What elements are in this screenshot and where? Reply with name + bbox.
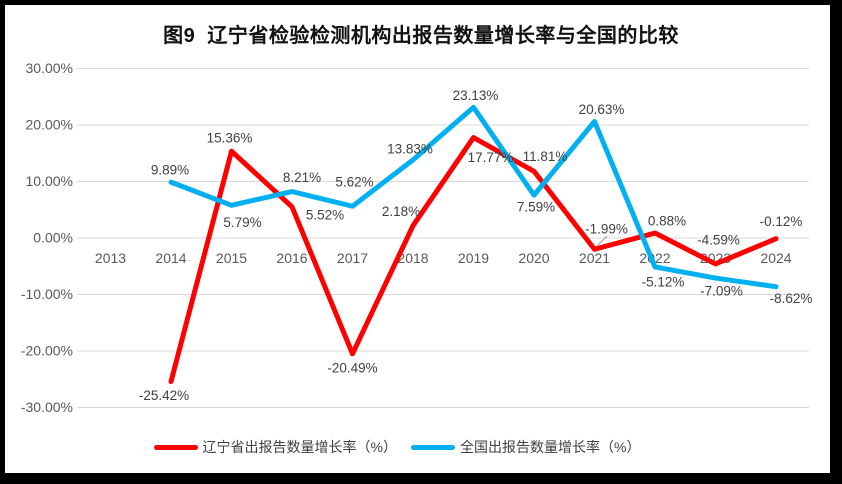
data-label: -5.12% bbox=[642, 274, 685, 289]
data-label: 2.18% bbox=[382, 204, 420, 219]
data-label: -20.49% bbox=[327, 360, 377, 375]
chart-legend: 辽宁省出报告数量增长率（%） 全国出报告数量增长率（%） bbox=[0, 437, 818, 457]
data-label: 7.59% bbox=[517, 200, 555, 215]
y-axis-tick-label: -10.00% bbox=[21, 286, 73, 302]
legend-item-liaoning: 辽宁省出报告数量增长率（%） bbox=[153, 437, 397, 457]
x-axis-tick-label: 2017 bbox=[337, 250, 368, 266]
data-label: 23.13% bbox=[453, 88, 499, 103]
data-label-leader-line bbox=[596, 235, 608, 247]
data-label: -25.42% bbox=[139, 388, 189, 403]
data-label: 11.81% bbox=[523, 149, 568, 164]
data-label: 5.52% bbox=[306, 207, 344, 222]
x-axis-tick-label: 2013 bbox=[95, 250, 126, 266]
data-label: -7.09% bbox=[700, 284, 743, 299]
chart-title: 图9 辽宁省检验检测机构出报告数量增长率与全国的比较 bbox=[163, 25, 679, 47]
y-axis-tick-label: 20.00% bbox=[26, 117, 73, 133]
x-axis-tick-label: 2018 bbox=[397, 250, 428, 266]
data-label: -4.59% bbox=[697, 232, 740, 247]
x-axis-tick-label: 2015 bbox=[216, 250, 247, 266]
data-label: 17.77% bbox=[468, 150, 514, 165]
x-axis-tick-label: 2014 bbox=[155, 250, 186, 266]
legend-label-liaoning: 辽宁省出报告数量增长率（%） bbox=[202, 439, 397, 455]
frame-border-top bbox=[0, 0, 842, 5]
data-label: -8.62% bbox=[770, 291, 813, 306]
series-line-0 bbox=[168, 135, 779, 385]
y-axis-tick-label: 30.00% bbox=[26, 60, 73, 76]
y-axis-tick-label: 0.00% bbox=[33, 230, 73, 246]
y-axis-tick-label: 10.00% bbox=[26, 173, 73, 189]
national-line-swatch-icon bbox=[411, 444, 455, 450]
legend-label-national: 全国出报告数量增长率（%） bbox=[460, 439, 641, 455]
data-label: 8.21% bbox=[283, 170, 321, 185]
data-label: 9.89% bbox=[151, 163, 189, 178]
data-label: 13.83% bbox=[387, 141, 433, 156]
data-label: 5.79% bbox=[223, 215, 261, 230]
x-axis-tick-label: 2020 bbox=[518, 250, 549, 266]
x-axis-tick-label: 2019 bbox=[458, 250, 489, 266]
frame-border-right bbox=[830, 0, 842, 484]
series-line-1 bbox=[168, 104, 779, 290]
data-label: 0.88% bbox=[648, 214, 686, 229]
x-axis-tick-label: 2021 bbox=[579, 250, 610, 266]
frame-border-left bbox=[0, 0, 5, 484]
data-label: 5.62% bbox=[335, 175, 373, 190]
legend-item-national: 全国出报告数量增长率（%） bbox=[411, 437, 640, 457]
data-label: -0.12% bbox=[760, 214, 803, 229]
liaoning-line-swatch-icon bbox=[153, 444, 198, 450]
data-label: 20.63% bbox=[579, 102, 625, 117]
y-axis-tick-label: -20.00% bbox=[21, 343, 73, 359]
x-axis-tick-label: 2016 bbox=[276, 250, 307, 266]
data-label: -1.99% bbox=[585, 222, 628, 237]
data-label: 15.36% bbox=[207, 131, 253, 146]
y-axis-tick-label: -30.00% bbox=[21, 399, 73, 415]
x-axis-tick-label: 2024 bbox=[760, 250, 791, 266]
frame-border-bottom bbox=[0, 473, 842, 484]
